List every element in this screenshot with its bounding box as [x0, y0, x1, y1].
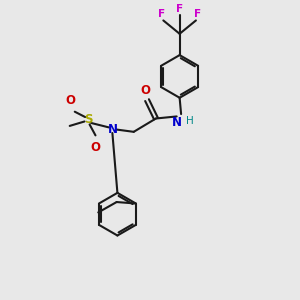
- Text: O: O: [65, 94, 75, 107]
- Text: F: F: [194, 9, 202, 19]
- Text: F: F: [158, 9, 165, 19]
- Text: O: O: [91, 141, 100, 154]
- Text: S: S: [84, 113, 92, 127]
- Text: F: F: [176, 4, 183, 14]
- Text: O: O: [141, 84, 151, 97]
- Text: N: N: [172, 116, 182, 128]
- Text: N: N: [107, 123, 117, 136]
- Text: H: H: [185, 116, 193, 125]
